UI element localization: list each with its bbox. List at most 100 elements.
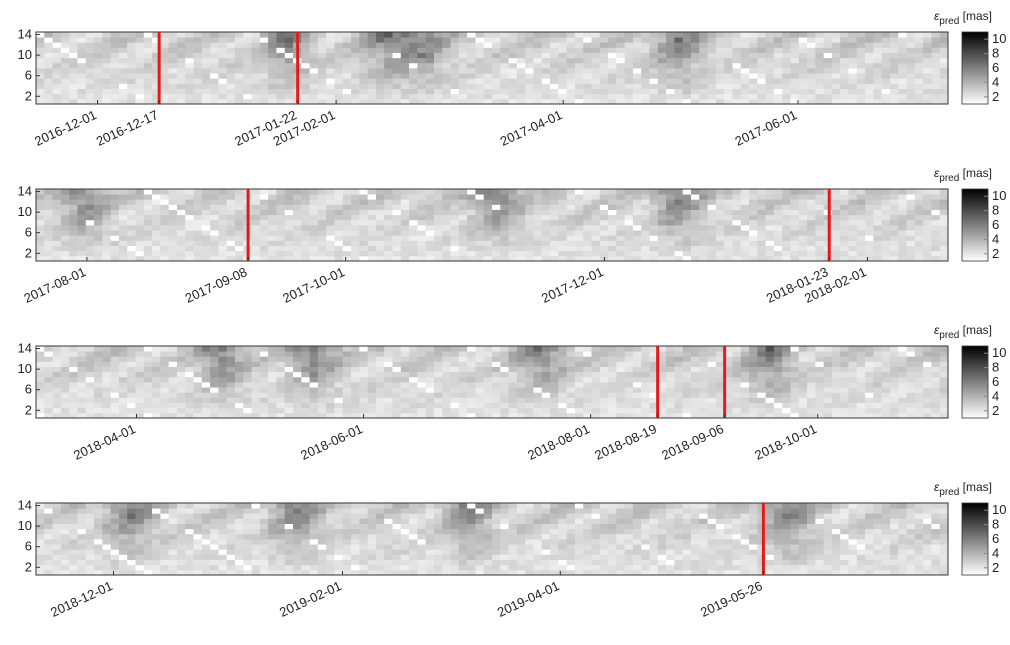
heatmap-cell bbox=[450, 240, 460, 246]
heatmap-cell bbox=[135, 235, 145, 241]
heatmap-cell bbox=[840, 376, 849, 383]
heatmap-cell bbox=[193, 387, 203, 393]
heatmap-cell bbox=[649, 392, 659, 398]
heatmap-cell bbox=[923, 78, 932, 84]
heatmap-cell bbox=[268, 219, 277, 226]
heatmap-cell bbox=[889, 57, 899, 64]
heatmap-cell bbox=[939, 412, 949, 419]
heatmap-cell bbox=[906, 225, 916, 231]
heatmap-cell bbox=[417, 235, 427, 241]
heatmap-cell bbox=[160, 554, 170, 560]
heatmap-cell bbox=[831, 52, 841, 59]
heatmap-cell bbox=[118, 225, 128, 231]
heatmap-cell bbox=[168, 240, 178, 246]
heatmap-cell bbox=[831, 73, 841, 79]
heatmap-cell bbox=[69, 382, 78, 388]
heatmap-cell bbox=[259, 62, 269, 69]
heatmap-cell bbox=[624, 37, 634, 43]
heatmap-cell bbox=[699, 189, 708, 195]
heatmap-cell bbox=[110, 219, 120, 226]
heatmap-cell bbox=[840, 402, 849, 409]
heatmap-cell bbox=[657, 255, 667, 262]
heatmap-cell bbox=[475, 37, 485, 43]
heatmap-cell bbox=[251, 32, 261, 38]
heatmap-cell bbox=[110, 559, 120, 566]
heatmap-cell bbox=[442, 382, 451, 388]
heatmap-cell bbox=[516, 93, 526, 100]
heatmap-cell bbox=[276, 83, 286, 89]
heatmap-cell bbox=[135, 523, 145, 530]
heatmap-cell bbox=[44, 68, 53, 74]
heatmap-cell bbox=[707, 214, 717, 221]
heatmap-cell bbox=[666, 387, 675, 393]
heatmap-cell bbox=[384, 93, 393, 100]
heatmap-cell bbox=[276, 189, 286, 195]
heatmap-cell bbox=[541, 351, 551, 357]
heatmap-cell bbox=[69, 73, 78, 79]
heatmap-cell bbox=[118, 508, 128, 514]
heatmap-cell bbox=[906, 62, 916, 69]
heatmap-cell bbox=[467, 225, 476, 231]
heatmap-cell bbox=[276, 235, 286, 241]
heatmap-cell bbox=[85, 47, 95, 53]
heatmap-cell bbox=[259, 194, 269, 200]
heatmap-cell bbox=[525, 387, 534, 393]
heatmap-cell bbox=[931, 93, 941, 100]
heatmap-cell bbox=[226, 62, 236, 69]
heatmap-cell bbox=[168, 209, 178, 216]
heatmap-cell bbox=[433, 376, 443, 383]
y-tick-label: 14 bbox=[18, 341, 32, 356]
heatmap-cell bbox=[475, 189, 485, 195]
heatmap-cell bbox=[740, 68, 750, 74]
heatmap-cell bbox=[765, 371, 775, 378]
heatmap-cell bbox=[60, 523, 70, 530]
heatmap-cell bbox=[715, 402, 725, 409]
heatmap-cell bbox=[400, 412, 410, 419]
heatmap-cell bbox=[674, 255, 684, 262]
heatmap-cell bbox=[85, 42, 95, 48]
heatmap-cell bbox=[458, 93, 468, 100]
heatmap-cell bbox=[342, 240, 352, 246]
heatmap-cell bbox=[201, 214, 211, 221]
heatmap-cell bbox=[574, 361, 584, 367]
heatmap-cell bbox=[873, 346, 883, 352]
heatmap-cell bbox=[889, 88, 899, 95]
heatmap-cell bbox=[168, 402, 178, 409]
heatmap-cell bbox=[782, 397, 791, 403]
heatmap-cell bbox=[102, 189, 112, 195]
heatmap-cell bbox=[317, 199, 327, 205]
heatmap-cell bbox=[649, 387, 659, 393]
heatmap-cell bbox=[798, 214, 808, 221]
heatmap-cell bbox=[541, 47, 551, 53]
heatmap-cell bbox=[251, 356, 261, 362]
heatmap-cell bbox=[574, 366, 584, 373]
heatmap-cell bbox=[475, 68, 485, 74]
heatmap-cell bbox=[939, 240, 949, 246]
heatmap-cell bbox=[210, 402, 219, 409]
heatmap-cell bbox=[268, 37, 277, 43]
heatmap-cell bbox=[591, 412, 601, 419]
heatmap-cell bbox=[69, 533, 78, 540]
heatmap-cell bbox=[77, 513, 87, 519]
heatmap-cell bbox=[127, 62, 136, 69]
heatmap-cell bbox=[690, 204, 700, 210]
heatmap-cell bbox=[259, 376, 269, 383]
heatmap-cell bbox=[135, 240, 145, 246]
heatmap-cell bbox=[624, 402, 634, 409]
heatmap-cell bbox=[118, 402, 128, 409]
heatmap-cell bbox=[492, 402, 501, 409]
heatmap-cell bbox=[550, 37, 559, 43]
heatmap-cell bbox=[923, 199, 932, 205]
heatmap-cell bbox=[367, 189, 377, 195]
heatmap-cell bbox=[392, 52, 402, 59]
heatmap-cell bbox=[218, 214, 228, 221]
heatmap-cell bbox=[400, 98, 410, 105]
heatmap-cell bbox=[143, 214, 153, 221]
heatmap-cell bbox=[608, 204, 617, 210]
heatmap-cell bbox=[309, 88, 319, 95]
heatmap-cell bbox=[433, 225, 443, 231]
heatmap-cell bbox=[765, 83, 775, 89]
heatmap-cell bbox=[815, 189, 825, 195]
heatmap-cell bbox=[218, 255, 228, 262]
heatmap-cell bbox=[417, 68, 427, 74]
